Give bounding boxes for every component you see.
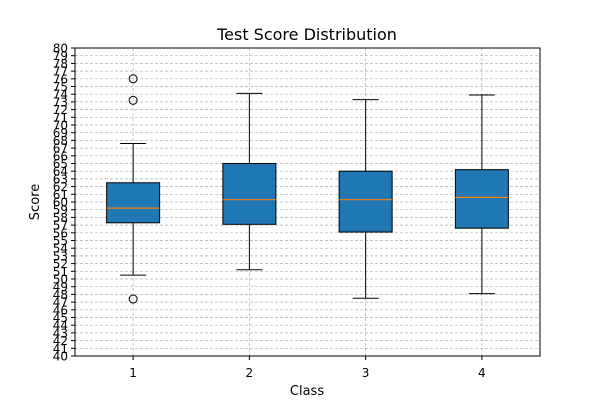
y-tick-label: 53 (53, 249, 68, 263)
y-tick-label: 76 (53, 72, 68, 86)
y-axis-label: Score (28, 184, 43, 220)
y-tick-label: 75 (53, 80, 68, 94)
boxes (106, 74, 509, 304)
y-tick-label: 50 (53, 273, 68, 287)
iqr-box (338, 170, 393, 233)
plot-frame (74, 47, 541, 357)
y-tick-label: 69 (53, 126, 68, 140)
outlier-point (128, 294, 138, 304)
x-tick-label: 1 (129, 366, 137, 380)
y-tick-label: 48 (53, 288, 68, 302)
y-tick-label: 45 (53, 311, 68, 325)
y-tick-label: 62 (53, 180, 68, 194)
y-tick-label: 58 (53, 211, 68, 225)
y-tick-label: 68 (53, 134, 68, 148)
x-tick-label: 2 (246, 366, 254, 380)
outlier-point (128, 95, 138, 105)
y-tick-label: 78 (53, 57, 68, 71)
y-tick-label: 43 (53, 326, 68, 340)
chart-title: Test Score Distribution (216, 25, 397, 44)
y-tick-label: 70 (53, 119, 68, 133)
y-tick-label: 42 (53, 334, 68, 348)
x-axis-label: Class (290, 384, 324, 399)
y-tick-label: 54 (53, 242, 68, 256)
y-tick-label: 72 (53, 103, 68, 117)
y-tick-label: 55 (53, 234, 68, 248)
y-tick-label: 56 (53, 226, 68, 240)
y-tick-label: 61 (53, 188, 68, 202)
y-tick-label: 44 (53, 319, 68, 333)
outlier-point (128, 74, 138, 84)
y-tick-label: 71 (53, 111, 68, 125)
box-group-class-3 (338, 99, 393, 299)
y-tick-label: 80 (53, 42, 68, 56)
y-tick-label: 46 (53, 303, 68, 317)
box-group-class-4 (454, 94, 509, 295)
box-group-class-1 (106, 74, 161, 304)
y-axis-ticks: 4041424344454647484950515253545556575859… (53, 42, 75, 364)
y-tick-label: 59 (53, 203, 68, 217)
x-tick-label: 3 (362, 366, 370, 380)
y-tick-label: 41 (53, 342, 68, 356)
y-tick-label: 79 (53, 49, 68, 63)
x-tick-label: 4 (478, 366, 486, 380)
y-tick-label: 60 (53, 196, 68, 210)
y-tick-label: 52 (53, 257, 68, 271)
iqr-box (106, 182, 161, 224)
y-tick-label: 73 (53, 95, 68, 109)
y-tick-label: 57 (53, 219, 68, 233)
x-axis-ticks: 1 2 3 4 (129, 356, 486, 380)
y-tick-label: 74 (53, 88, 68, 102)
box-group-class-2 (222, 92, 277, 271)
y-tick-label: 49 (53, 280, 68, 294)
y-tick-label: 77 (53, 65, 68, 79)
y-tick-label: 64 (53, 165, 68, 179)
y-tick-label: 63 (53, 172, 68, 186)
y-tick-label: 51 (53, 265, 68, 279)
y-tick-label: 40 (53, 350, 68, 364)
iqr-box (454, 169, 509, 229)
y-tick-label: 47 (53, 296, 68, 310)
y-tick-label: 66 (53, 149, 68, 163)
y-tick-label: 65 (53, 157, 68, 171)
y-tick-label: 67 (53, 142, 68, 156)
iqr-box (222, 163, 277, 225)
